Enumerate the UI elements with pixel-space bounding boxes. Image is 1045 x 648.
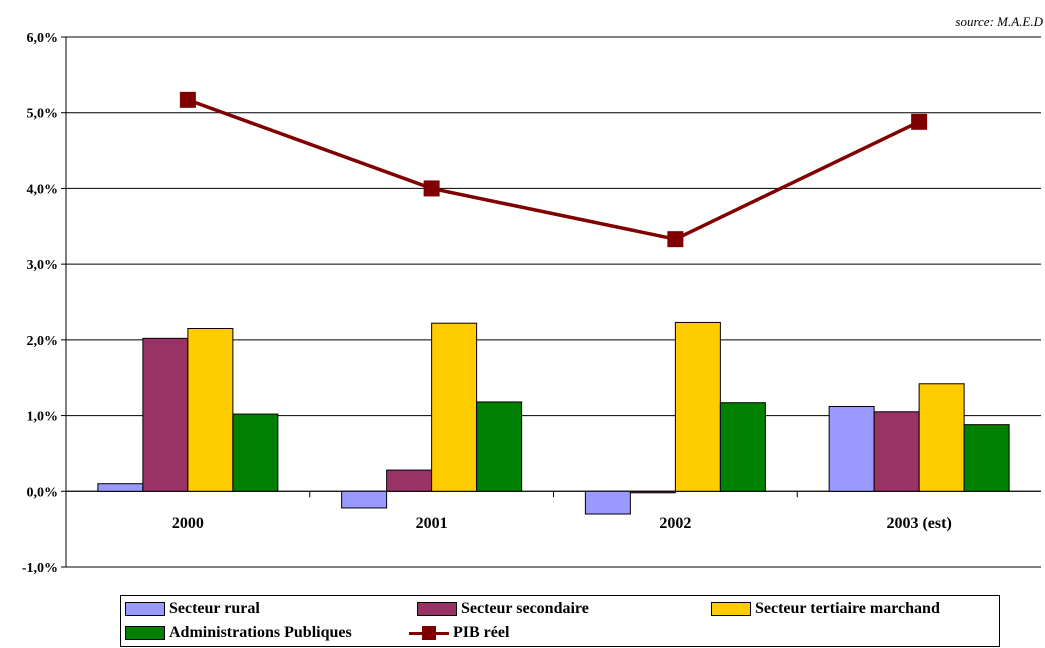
pib-marker: [423, 180, 440, 197]
bar: [187, 328, 234, 492]
bar: [629, 490, 676, 494]
legend: Secteur rural Secteur secondaire Secteur…: [120, 595, 1000, 647]
legend-swatch-pib: [409, 625, 449, 641]
y-tick-label: 0,0%: [27, 485, 59, 500]
bar: [341, 490, 388, 509]
x-tick-label: 2000: [172, 515, 204, 532]
pib-line-path: [187, 98, 920, 241]
bar: [963, 424, 1010, 492]
y-tick-label: 3,0%: [27, 258, 59, 273]
y-tick-label: 4,0%: [27, 182, 59, 197]
legend-label-secondaire: Secteur secondaire: [461, 600, 589, 617]
y-tick-label: 6,0%: [27, 31, 59, 46]
y-tick-label: 1,0%: [27, 410, 59, 425]
bar: [386, 469, 433, 492]
legend-label-rural: Secteur rural: [169, 600, 260, 617]
bar: [476, 401, 523, 492]
pib-marker: [667, 231, 684, 248]
pib-marker: [911, 113, 928, 130]
bar: [584, 490, 631, 515]
legend-item-pib: PIB réel: [409, 624, 509, 642]
bar: [232, 413, 279, 492]
x-tick-label: 2003 (est): [886, 515, 951, 532]
legend-swatch-secondaire: [417, 602, 457, 616]
legend-swatch-tertiaire: [711, 602, 751, 616]
pib-marker: [179, 91, 196, 108]
legend-swatch-administrations: [125, 626, 165, 640]
bar: [431, 322, 478, 492]
x-tick-label: 2001: [416, 515, 448, 532]
bar: [142, 337, 189, 492]
x-tick-label: 2002: [659, 515, 691, 532]
legend-swatch-rural: [125, 602, 165, 616]
legend-label-pib: PIB réel: [453, 624, 510, 641]
y-axis-ticks: -1,0% 0,0% 1,0% 2,0% 3,0% 4,0% 5,0% 6,0%: [22, 31, 66, 576]
bar: [719, 402, 766, 492]
legend-item-administrations: Administrations Publiques: [125, 624, 352, 642]
legend-label-administrations: Administrations Publiques: [169, 624, 352, 641]
x-axis-labels: 2000 2001 2002 2003 (est): [172, 515, 952, 532]
y-tick-label: 5,0%: [27, 107, 59, 122]
bar: [873, 411, 920, 492]
bar: [918, 383, 965, 492]
legend-item-rural: Secteur rural: [125, 600, 260, 618]
bar: [828, 405, 875, 492]
bar: [674, 321, 721, 492]
legend-label-tertiaire: Secteur tertiaire marchand: [755, 600, 940, 617]
legend-item-secondaire: Secteur secondaire: [417, 600, 589, 618]
source-note: source: M.A.E.D: [955, 14, 1043, 29]
bars: [97, 321, 1010, 515]
y-tick-label: 2,0%: [27, 334, 59, 349]
legend-item-tertiaire: Secteur tertiaire marchand: [711, 600, 940, 618]
pib-line: [179, 91, 928, 248]
y-tick-label: -1,0%: [22, 561, 58, 576]
bar: [97, 483, 144, 492]
